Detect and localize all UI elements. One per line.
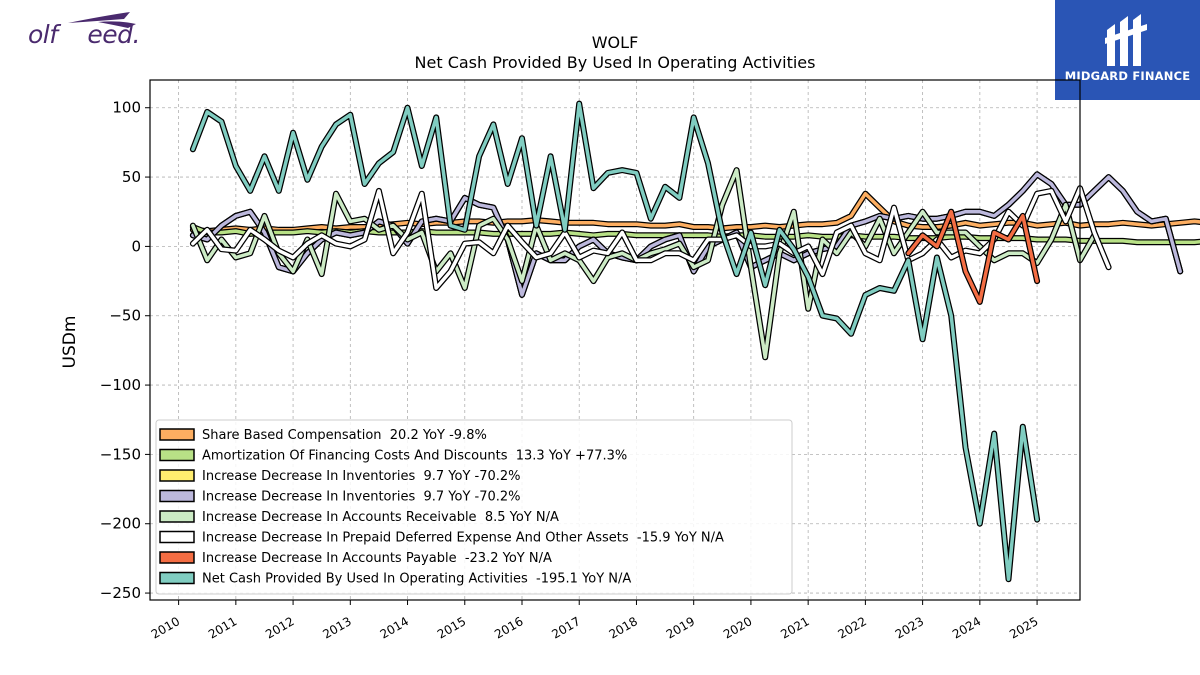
y-tick-label: 50 xyxy=(122,168,141,186)
x-axis: 2010 2011 2012 2013 2014 2015 2016 2017 2018 2019… xyxy=(149,600,1041,642)
legend-swatch xyxy=(159,448,195,462)
y-tick-label: −150 xyxy=(100,445,141,463)
legend-swatch xyxy=(159,571,195,585)
x-tick-label: 2020 xyxy=(721,614,754,641)
x-tick-label: 2018 xyxy=(607,614,640,641)
x-tick-label: 2012 xyxy=(263,614,296,641)
midgard-finance-logo: MIDGARD FINANCE xyxy=(1055,0,1200,100)
chart-title: WOLF xyxy=(592,33,639,52)
x-tick-label: 2024 xyxy=(950,614,983,641)
series-line-6 xyxy=(906,209,1039,304)
midgard-m-icon xyxy=(1105,14,1147,66)
legend-swatch xyxy=(159,428,195,441)
x-tick-label: 2015 xyxy=(435,614,468,641)
x-tick-label: 2021 xyxy=(778,614,811,641)
legend-entry: Increase Decrease In Inventories 9.7 YoY… xyxy=(202,490,521,505)
legend-entry: Increase Decrease In Inventories 9.7 YoY… xyxy=(202,469,521,484)
x-tick-label: 2022 xyxy=(836,614,869,641)
x-tick-label: 2019 xyxy=(664,614,697,641)
legend: Share Based Compensation 20.2 YoY -9.8% A… xyxy=(155,419,793,595)
y-tick-label: 0 xyxy=(131,237,141,255)
x-tick-label: 2017 xyxy=(549,614,582,641)
x-tick-label: 2014 xyxy=(378,614,411,641)
x-tick-label: 2013 xyxy=(320,614,353,641)
legend-entry: Net Cash Provided By Used In Operating A… xyxy=(202,572,631,587)
y-tick-label: −250 xyxy=(100,584,141,602)
plot-frame xyxy=(149,79,1081,601)
x-tick-label: 2011 xyxy=(206,614,239,641)
wolfspeed-swoosh-icon xyxy=(68,12,136,28)
y-axis: 100 50 0 −50 −100 −150 −200 −250 xyxy=(100,99,150,602)
legend-swatch xyxy=(159,551,195,564)
chart-subtitle: Net Cash Provided By Used In Operating A… xyxy=(415,53,816,72)
legend-entry: Increase Decrease In Accounts Payable -2… xyxy=(202,551,552,566)
series-line-5 xyxy=(191,186,1111,290)
series-group xyxy=(189,100,1200,583)
legend-swatch xyxy=(159,469,195,482)
legend-box xyxy=(155,419,793,595)
x-tick-label: 2025 xyxy=(1007,614,1040,641)
legend-entry: Share Based Compensation 20.2 YoY -9.8% xyxy=(202,428,487,443)
legend-entry: Increase Decrease In Prepaid Deferred Ex… xyxy=(202,531,724,546)
series-line-7 xyxy=(191,101,1039,581)
legend-entry: Amortization Of Financing Costs And Disc… xyxy=(202,449,627,464)
legend-swatch xyxy=(159,489,195,503)
y-tick-label: −200 xyxy=(100,515,141,533)
y-tick-label: 100 xyxy=(112,99,141,117)
legend-swatch xyxy=(159,530,195,544)
x-tick-label: 2023 xyxy=(893,614,926,641)
y-tick-label: −50 xyxy=(109,307,141,325)
wolfspeed-logo: olf eed. xyxy=(28,8,158,53)
x-tick-label: 2010 xyxy=(149,614,182,641)
y-axis-label: USDm xyxy=(60,316,80,369)
legend-swatch xyxy=(159,510,195,523)
midgard-finance-name: MIDGARD FINANCE xyxy=(1064,69,1191,83)
y-tick-label: −100 xyxy=(100,376,141,394)
legend-entry: Increase Decrease In Accounts Receivable… xyxy=(202,510,559,525)
x-tick-label: 2016 xyxy=(492,614,525,641)
